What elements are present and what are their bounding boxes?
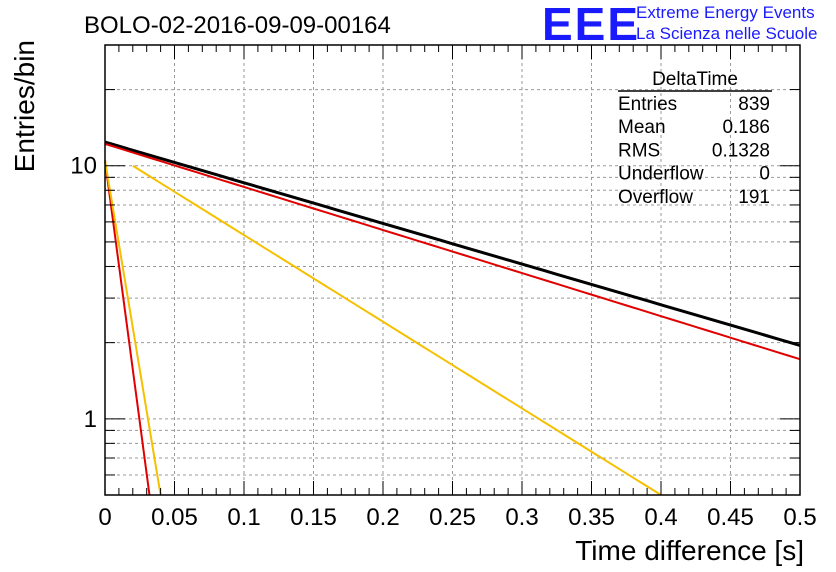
logo-line1: Extreme Energy Events xyxy=(636,3,815,22)
x-tick-label: 0.35 xyxy=(568,504,615,531)
x-tick-label: 0.25 xyxy=(429,504,476,531)
stats-value: 0.186 xyxy=(722,117,770,138)
stats-value: 0 xyxy=(759,164,770,185)
x-tick-label: 0.4 xyxy=(644,504,677,531)
stats-value: 0.1328 xyxy=(712,140,770,161)
x-tick-label: 0.2 xyxy=(366,504,399,531)
stats-box: DeltaTime Entries 839 Mean 0.186 RMS 0.1328 Und… xyxy=(618,69,772,208)
logo-line2: La Scienza nelle Scuole xyxy=(636,24,817,43)
x-axis-title: Time difference [s] xyxy=(575,535,804,566)
fit-curve-5 xyxy=(132,164,662,496)
fit-curves xyxy=(104,140,801,496)
fit-curve-2 xyxy=(104,142,801,361)
grid xyxy=(104,45,801,495)
fit-curve-3 xyxy=(104,160,151,496)
stats-label: Entries xyxy=(618,94,677,115)
x-tick-label: 0.1 xyxy=(227,504,260,531)
fit-curve-1 xyxy=(104,140,801,347)
logo: EEE Extreme Energy Events La Scienza nel… xyxy=(542,0,817,50)
stats-label: Underflow xyxy=(618,164,704,185)
logo-eee: EEE xyxy=(542,0,640,50)
fit-curve-4 xyxy=(104,160,162,496)
y-axis-title: Entries/bin xyxy=(9,40,40,172)
stats-title: DeltaTime xyxy=(652,69,738,90)
x-tick-label: 0.5 xyxy=(783,504,816,531)
y-tick-label: 10 xyxy=(70,153,97,180)
tick-labels: 0 0.05 0.1 0.15 0.2 0.25 0.3 0.35 0.4 0.45 0.5 1 10 xyxy=(70,153,816,531)
x-tick-label: 0.15 xyxy=(290,504,337,531)
stats-label: Overflow xyxy=(618,187,693,208)
y-tick-label: 1 xyxy=(84,406,97,433)
x-tick-label: 0 xyxy=(98,504,111,531)
axis-ticks xyxy=(104,45,801,495)
stats-value: 191 xyxy=(738,187,770,208)
stats-label: Mean xyxy=(618,117,666,138)
stats-label: RMS xyxy=(618,140,660,161)
x-tick-label: 0.3 xyxy=(505,504,538,531)
stats-value: 839 xyxy=(738,94,770,115)
x-tick-label: 0.05 xyxy=(151,504,198,531)
x-tick-label: 0.45 xyxy=(707,504,754,531)
chart-title: BOLO-02-2016-09-09-00164 xyxy=(84,12,391,39)
